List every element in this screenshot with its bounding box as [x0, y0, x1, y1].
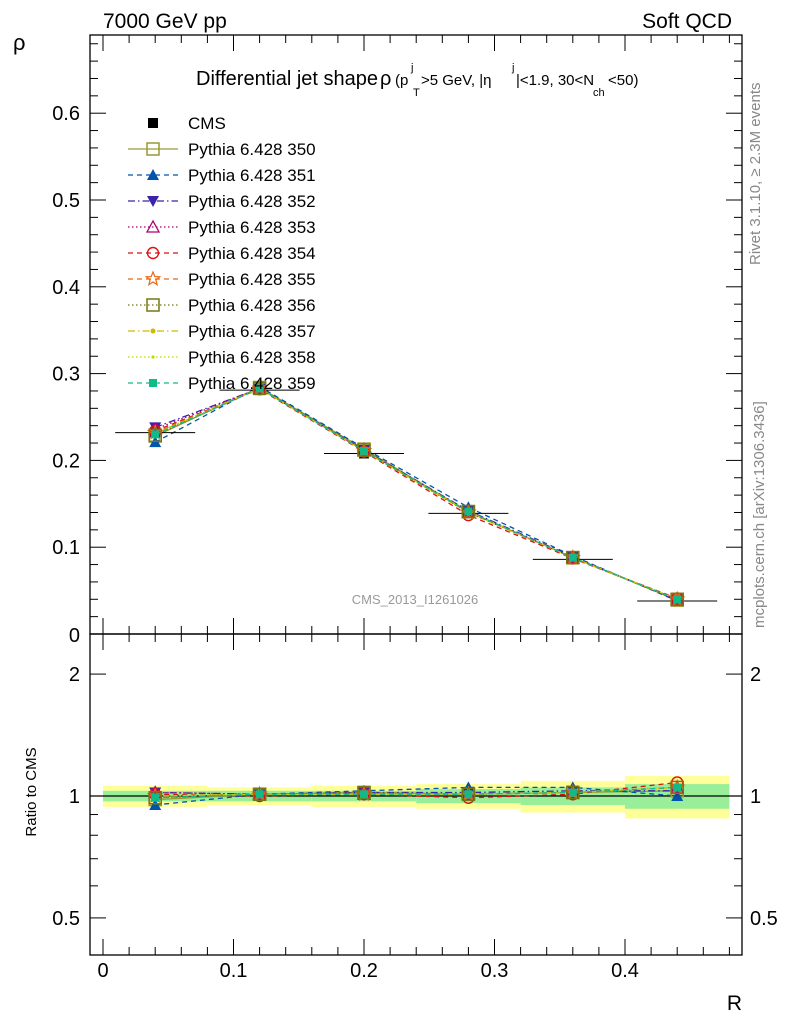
marker: [566, 550, 580, 565]
marker: [255, 790, 264, 799]
rivet-label: Rivet 3.1.10, ≥ 2.3M events: [747, 83, 764, 266]
legend-label: Pythia 6.428 351: [188, 166, 316, 185]
ratio-line: [155, 786, 678, 806]
mcplots-label: mcplots.cern.ch [arXiv:1306.3436]: [751, 401, 768, 628]
marker: [145, 219, 161, 233]
marker: [670, 592, 684, 607]
y-tick-label: 0.4: [52, 277, 80, 299]
marker: [670, 780, 684, 795]
ratio-tick-label-right: 2: [750, 664, 761, 686]
marker: [464, 507, 473, 516]
svg-text:>5 GeV, |η: >5 GeV, |η: [421, 72, 491, 89]
marker: [146, 246, 160, 260]
chart-title: Differential jet shape: [196, 68, 378, 90]
ratio-tick-label-right: 0.5: [750, 908, 778, 930]
legend: CMS Pythia 6.428 350 Pythia 6.428 351 Pythi…: [128, 114, 316, 393]
y-tick-label: 0.2: [52, 450, 80, 472]
svg-text:j: j: [410, 62, 413, 74]
marker: [566, 785, 580, 800]
marker: [360, 790, 368, 799]
legend-label: Pythia 6.428 358: [188, 348, 316, 367]
marker: [568, 788, 577, 797]
marker: [148, 118, 158, 128]
marker: [146, 142, 160, 156]
marker: [255, 384, 264, 393]
ratio-line: [155, 786, 678, 799]
x-tick-label: 0: [97, 960, 108, 982]
ratio-tick-label: 1: [69, 786, 80, 808]
legend-label: Pythia 6.428 352: [188, 192, 316, 211]
svg-text:<50): <50): [608, 72, 638, 89]
marker: [148, 791, 162, 805]
marker: [150, 328, 156, 334]
legend-label: Pythia 6.428 350: [188, 140, 316, 159]
marker: [146, 298, 160, 312]
legend-label: Pythia 6.428 359: [188, 374, 316, 393]
marker: [252, 381, 267, 396]
ratio-tick-label: 0.5: [52, 908, 80, 930]
y-tick-label: 0.6: [52, 103, 80, 125]
series-markers: [115, 379, 718, 811]
marker: [147, 196, 159, 207]
series-lines: [154, 385, 678, 806]
marker: [568, 553, 577, 562]
marker: [151, 355, 155, 359]
svg-text:(p: (p: [395, 72, 408, 89]
header-right: Soft QCD: [642, 10, 732, 33]
marker: [252, 787, 267, 801]
legend-label: Pythia 6.428 355: [188, 270, 316, 289]
marker: [673, 783, 682, 792]
marker: [461, 504, 476, 519]
legend-label: Pythia 6.428 357: [188, 322, 316, 341]
header-left: 7000 GeV pp: [103, 10, 227, 33]
marker: [149, 799, 162, 811]
marker: [357, 785, 371, 800]
legend-label: Pythia 6.428 354: [188, 244, 316, 263]
chart-title-rho: ρ: [380, 68, 391, 90]
y-tick-label: 0: [69, 625, 80, 647]
svg-text:ch: ch: [593, 87, 605, 99]
legend-label-cms: CMS: [188, 114, 226, 133]
x-tick-label: 0.1: [220, 960, 248, 982]
watermark: CMS_2013_I1261026: [352, 592, 479, 607]
y-tick-label: 0.3: [52, 364, 80, 386]
marker: [464, 790, 473, 799]
marker: [151, 793, 160, 802]
x-tick-label: 0.4: [611, 960, 639, 982]
x-axis-label: R: [727, 992, 742, 1015]
marker: [149, 422, 162, 434]
marker: [151, 430, 160, 439]
series-line: [154, 387, 678, 600]
chart-title-cuts: (p j T >5 GeV, |η j |<1.9, 30<N ch <50): [395, 62, 638, 99]
marker: [360, 446, 368, 455]
x-tick-label: 0.2: [350, 960, 378, 982]
axes: 0.1 0.2 0.3 0.4 0.5 0.6 0 0.5 0.5 1 1 2 2 0 0.1 0.2 0.3 0…: [52, 34, 778, 982]
y-tick-label: 0.1: [52, 537, 80, 559]
ratio-tick-label-right: 1: [750, 786, 761, 808]
marker: [144, 270, 162, 287]
legend-label: Pythia 6.428 353: [188, 218, 316, 237]
marker: [149, 379, 157, 387]
legend-label: Pythia 6.428 356: [188, 296, 316, 315]
y-axis-label-top: ρ: [13, 30, 26, 55]
ratio-tick-label: 2: [69, 664, 80, 686]
marker: [673, 595, 682, 604]
x-tick-label: 0.3: [481, 960, 509, 982]
ratio-line: [155, 786, 678, 799]
marker: [148, 428, 162, 442]
y-axis-label-ratio: Ratio to CMS: [23, 747, 40, 836]
svg-text:j: j: [511, 62, 514, 74]
marker: [461, 787, 476, 801]
svg-text:|<1.9, 30<N: |<1.9, 30<N: [516, 72, 594, 89]
marker: [357, 443, 371, 457]
marker: [147, 169, 159, 180]
svg-text:T: T: [413, 87, 420, 99]
series-line: [154, 385, 678, 602]
y-tick-label: 0.5: [52, 190, 80, 212]
